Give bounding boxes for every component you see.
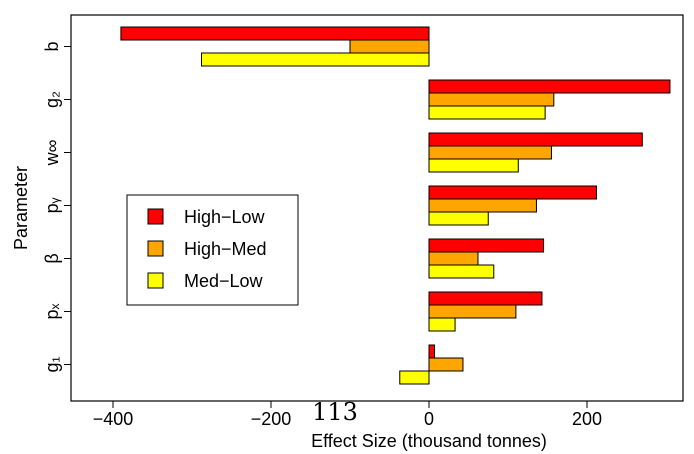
x-tick-label: −400 bbox=[93, 409, 134, 429]
y-tick-label: g₂ bbox=[42, 91, 62, 108]
x-tick-label: 0 bbox=[424, 409, 434, 429]
bar bbox=[120, 26, 430, 41]
bar bbox=[428, 357, 464, 372]
y-axis-title: Parameter bbox=[11, 166, 31, 250]
bar bbox=[399, 370, 430, 385]
bar bbox=[428, 145, 552, 160]
x-axis-title: Effect Size (thousand tonnes) bbox=[311, 431, 547, 451]
bar bbox=[428, 264, 495, 279]
y-axis: b g₂ w∞ pᵧ β pₓ g₁ bbox=[42, 41, 71, 373]
bar bbox=[349, 39, 430, 54]
bar bbox=[428, 105, 546, 120]
bar bbox=[428, 198, 537, 213]
annotation-number: 113 bbox=[312, 398, 358, 426]
y-tick-label: g₁ bbox=[42, 356, 62, 372]
plot-frame bbox=[70, 14, 684, 402]
bar bbox=[428, 317, 456, 332]
x-tick-label: 200 bbox=[572, 409, 602, 429]
legend: High−Low High−Med Med−Low bbox=[126, 194, 299, 306]
y-tick-label: pᵧ bbox=[42, 197, 62, 213]
bar bbox=[428, 291, 543, 306]
bar bbox=[200, 52, 430, 67]
bar bbox=[428, 211, 489, 226]
y-tick-label: w∞ bbox=[42, 139, 62, 166]
legend-swatch bbox=[147, 240, 164, 257]
bar bbox=[428, 304, 517, 319]
bar bbox=[428, 238, 545, 253]
x-tick-label: −200 bbox=[251, 409, 292, 429]
bar bbox=[428, 158, 519, 173]
bar bbox=[428, 132, 643, 147]
legend-swatch bbox=[147, 272, 164, 289]
bar bbox=[428, 344, 436, 359]
bar bbox=[428, 251, 479, 266]
y-tick-label: β bbox=[42, 253, 62, 263]
x-axis: −400 −200 0 200 bbox=[93, 401, 602, 429]
y-tick-label: b bbox=[42, 41, 62, 51]
bars-group bbox=[120, 26, 671, 385]
legend-swatch bbox=[147, 208, 164, 225]
y-tick-label: pₓ bbox=[42, 303, 62, 319]
legend-label: High−Med bbox=[184, 239, 267, 259]
bar bbox=[428, 185, 597, 200]
bar bbox=[428, 92, 555, 107]
legend-label: Med−Low bbox=[184, 271, 264, 291]
bar bbox=[428, 79, 671, 94]
legend-label: High−Low bbox=[184, 207, 266, 227]
